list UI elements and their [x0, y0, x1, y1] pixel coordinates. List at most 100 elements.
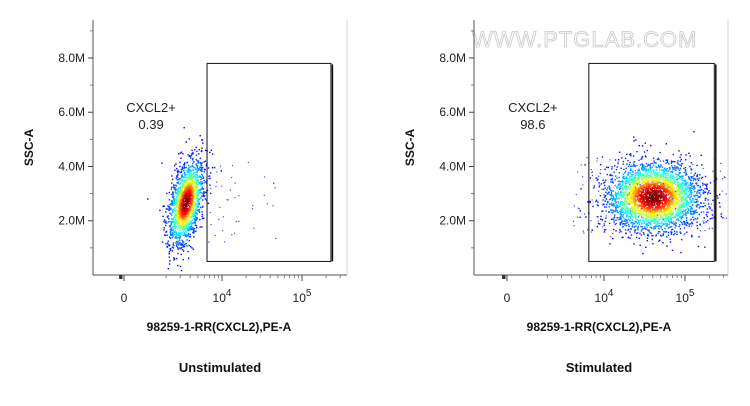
event-dot [681, 222, 683, 224]
event-dot [614, 198, 617, 200]
event-dot [670, 200, 672, 202]
event-dot [646, 200, 649, 202]
event-dot [635, 174, 637, 176]
event-dot [682, 179, 684, 182]
event-dot [692, 182, 694, 185]
event-dot [698, 177, 700, 179]
event-dot [193, 195, 195, 198]
event-dot [671, 211, 673, 213]
event-dot [197, 198, 200, 200]
event-dot [183, 215, 186, 218]
event-dot [632, 171, 634, 173]
event-dot [642, 232, 645, 234]
event-dot [694, 195, 696, 198]
event-dot [207, 167, 210, 169]
event-dot [604, 181, 606, 183]
event-dot [657, 232, 659, 235]
event-dot [171, 196, 174, 198]
event-dot [625, 210, 628, 212]
event-dot [598, 182, 600, 184]
event-dot [187, 184, 189, 187]
event-dot [620, 231, 622, 233]
event-dot [650, 201, 652, 203]
panels: 2.0M4.0M6.0M8.0M0 104 105SSC-A98259-1-RR(C… [22, 20, 729, 375]
event-dot [643, 222, 645, 224]
event-dot [665, 159, 667, 161]
event-dot [653, 192, 656, 194]
event-dot [666, 170, 668, 172]
event-dot [704, 188, 706, 190]
event-dot [173, 208, 175, 210]
event-dot [671, 160, 674, 163]
event-dot [642, 190, 644, 193]
event-dot [659, 176, 662, 178]
event-dot [177, 240, 179, 242]
event-dot [666, 223, 668, 225]
event-dot [182, 232, 184, 234]
event-dot [165, 230, 168, 233]
event-dot [653, 198, 656, 201]
event-dot [647, 220, 650, 222]
event-dot [654, 197, 656, 199]
event-dot [660, 185, 662, 187]
event-dot [653, 198, 656, 200]
event-dot [174, 169, 176, 171]
event-dot [643, 233, 645, 235]
event-dot [618, 197, 621, 199]
event-dot [693, 212, 695, 214]
event-dot [629, 216, 632, 218]
event-dot [186, 216, 189, 218]
event-dot [652, 211, 654, 214]
event-dot [624, 194, 626, 197]
event-dot [175, 213, 177, 215]
event-dot [187, 170, 190, 172]
event-dot [167, 206, 170, 208]
event-dot [177, 222, 179, 225]
event-dot [665, 177, 667, 179]
event-dot [181, 193, 183, 195]
event-dot [633, 136, 635, 138]
event-dot [630, 185, 632, 187]
event-dot [628, 215, 630, 218]
event-dot [180, 189, 182, 191]
event-dot [650, 195, 652, 197]
event-dot [190, 225, 193, 227]
event-dot [661, 187, 664, 190]
event-dot [193, 228, 196, 230]
event-dot [644, 203, 646, 205]
event-dot [670, 213, 673, 215]
event-dot [635, 221, 637, 223]
event-dot [622, 173, 624, 176]
event-dot [633, 191, 635, 193]
event-dot [192, 177, 195, 179]
event-dot [622, 163, 624, 165]
event-dot [602, 188, 605, 191]
event-dot [666, 176, 669, 179]
event-dot [652, 157, 655, 159]
event-dot [183, 198, 185, 200]
event-dot [177, 200, 179, 202]
event-dot [626, 185, 628, 188]
event-dot [645, 169, 647, 171]
event-dot [679, 209, 681, 211]
y-tick-label: 8.0M [58, 51, 85, 65]
event-dot [174, 210, 176, 212]
event-dot [653, 202, 656, 205]
event-dot [180, 253, 182, 256]
event-dot [659, 200, 661, 203]
event-dot [648, 210, 650, 213]
event-dot [170, 200, 173, 202]
gate-rectangle[interactable] [206, 62, 332, 262]
event-dot [614, 210, 617, 213]
event-dot [172, 218, 174, 220]
event-dot [632, 191, 634, 194]
event-dot [688, 176, 690, 179]
event-dot [177, 248, 179, 250]
event-dot [657, 202, 659, 205]
event-dot [191, 212, 193, 214]
event-dot [655, 177, 657, 179]
event-dot [642, 252, 644, 255]
event-dot [690, 188, 692, 190]
event-dot [666, 224, 668, 227]
event-dot [690, 205, 692, 208]
